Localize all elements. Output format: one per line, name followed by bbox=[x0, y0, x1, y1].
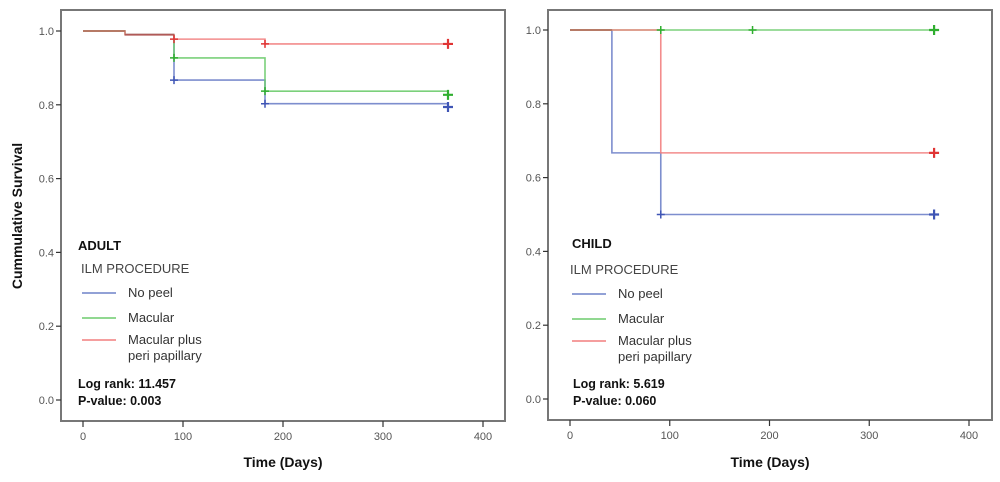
y-tick-label: 0.8 bbox=[39, 100, 54, 112]
legend-title: ILM PROCEDURE bbox=[81, 261, 190, 276]
x-tick-label: 300 bbox=[860, 430, 878, 442]
log-rank-text: Log rank: 11.457 bbox=[78, 377, 176, 391]
censor-mark-no-peel bbox=[261, 99, 269, 108]
censor-mark-no-peel bbox=[656, 210, 665, 219]
legend-label-macular: Macular bbox=[128, 310, 175, 325]
y-axis-title: Cummulative Survival bbox=[9, 143, 25, 289]
x-tick-label: 0 bbox=[567, 430, 573, 442]
censor-mark-macular bbox=[261, 87, 269, 96]
legend-label-peri-papillary: peri papillary bbox=[618, 349, 692, 364]
x-tick-label: 400 bbox=[960, 430, 978, 442]
panel-title: ADULT bbox=[78, 238, 121, 253]
censor-mark-macular-plus-peri-papillary bbox=[261, 39, 269, 48]
censor-mark-no-peel bbox=[443, 102, 453, 113]
censor-mark-no-peel bbox=[929, 209, 940, 220]
y-tick-label: 0.6 bbox=[39, 174, 54, 186]
p-value-text: P-value: 0.060 bbox=[573, 394, 656, 408]
x-axis: 0 100 200 300 400 bbox=[567, 420, 978, 442]
log-rank-text: Log rank: 5.619 bbox=[573, 377, 665, 391]
censor-mark-macular bbox=[656, 26, 665, 34]
survival-curves bbox=[83, 30, 453, 113]
legend-label-no-peel: No peel bbox=[618, 286, 663, 301]
censor-mark-macular bbox=[929, 25, 940, 35]
x-axis: 0 100 200 300 400 bbox=[80, 421, 492, 443]
panel-title: CHILD bbox=[572, 236, 612, 251]
km-curve-macular-plus-peri-papillary bbox=[570, 29, 935, 154]
y-axis: 0.0 0.2 0.4 0.6 0.8 1.0 bbox=[526, 25, 548, 406]
legend-label-peri-papillary: peri papillary bbox=[128, 348, 202, 363]
legend-label-macular: Macular bbox=[618, 311, 665, 326]
y-tick-label: 0.0 bbox=[39, 395, 54, 407]
y-tick-label: 1.0 bbox=[39, 26, 54, 38]
y-tick-label: 0.2 bbox=[39, 321, 54, 333]
y-tick-label: 0.6 bbox=[526, 173, 541, 185]
x-axis-title: Time (Days) bbox=[243, 454, 322, 470]
censor-mark-macular-plus-peri-papillary bbox=[170, 35, 178, 44]
x-axis-title: Time (Days) bbox=[730, 454, 809, 470]
y-tick-label: 0.8 bbox=[526, 99, 541, 111]
y-tick-label: 0.2 bbox=[526, 320, 541, 332]
censor-mark-macular bbox=[170, 53, 178, 62]
x-tick-label: 100 bbox=[661, 430, 679, 442]
x-tick-label: 200 bbox=[274, 431, 292, 443]
adult-panel: Cummulative Survival Time (Days) 0.00.20… bbox=[9, 9, 506, 470]
legend-label-macular-plus: Macular plus bbox=[128, 332, 202, 347]
x-tick-label: 0 bbox=[80, 431, 86, 443]
x-tick-label: 300 bbox=[374, 431, 392, 443]
y-tick-label: 1.0 bbox=[526, 25, 541, 37]
censor-mark-macular bbox=[443, 89, 453, 100]
y-tick-label: 0.4 bbox=[526, 246, 541, 258]
x-tick-label: 400 bbox=[474, 431, 492, 443]
x-tick-label: 100 bbox=[174, 431, 192, 443]
y-axis: 0.0 0.2 0.4 0.6 0.8 1.0 bbox=[39, 26, 61, 407]
legend-label-no-peel: No peel bbox=[128, 285, 173, 300]
child-panel: Time (Days) 0.0 0.2 0.4 0.6 0.8 1.0 0 100 200 30… bbox=[526, 9, 993, 470]
legend-title: ILM PROCEDURE bbox=[570, 262, 679, 277]
x-tick-label: 200 bbox=[760, 430, 778, 442]
censor-mark-macular bbox=[748, 26, 757, 34]
censor-mark-macular-plus-peri-papillary bbox=[443, 38, 453, 49]
survival-curves bbox=[570, 25, 940, 220]
censor-mark-macular-plus-peri-papillary bbox=[929, 147, 940, 158]
plot-frame bbox=[60, 9, 506, 422]
y-tick-label: 0.0 bbox=[526, 394, 541, 406]
y-tick-label: 0.4 bbox=[39, 247, 54, 259]
p-value-text: P-value: 0.003 bbox=[78, 394, 161, 408]
censor-mark-no-peel bbox=[170, 76, 178, 85]
legend-label-macular-plus: Macular plus bbox=[618, 333, 692, 348]
